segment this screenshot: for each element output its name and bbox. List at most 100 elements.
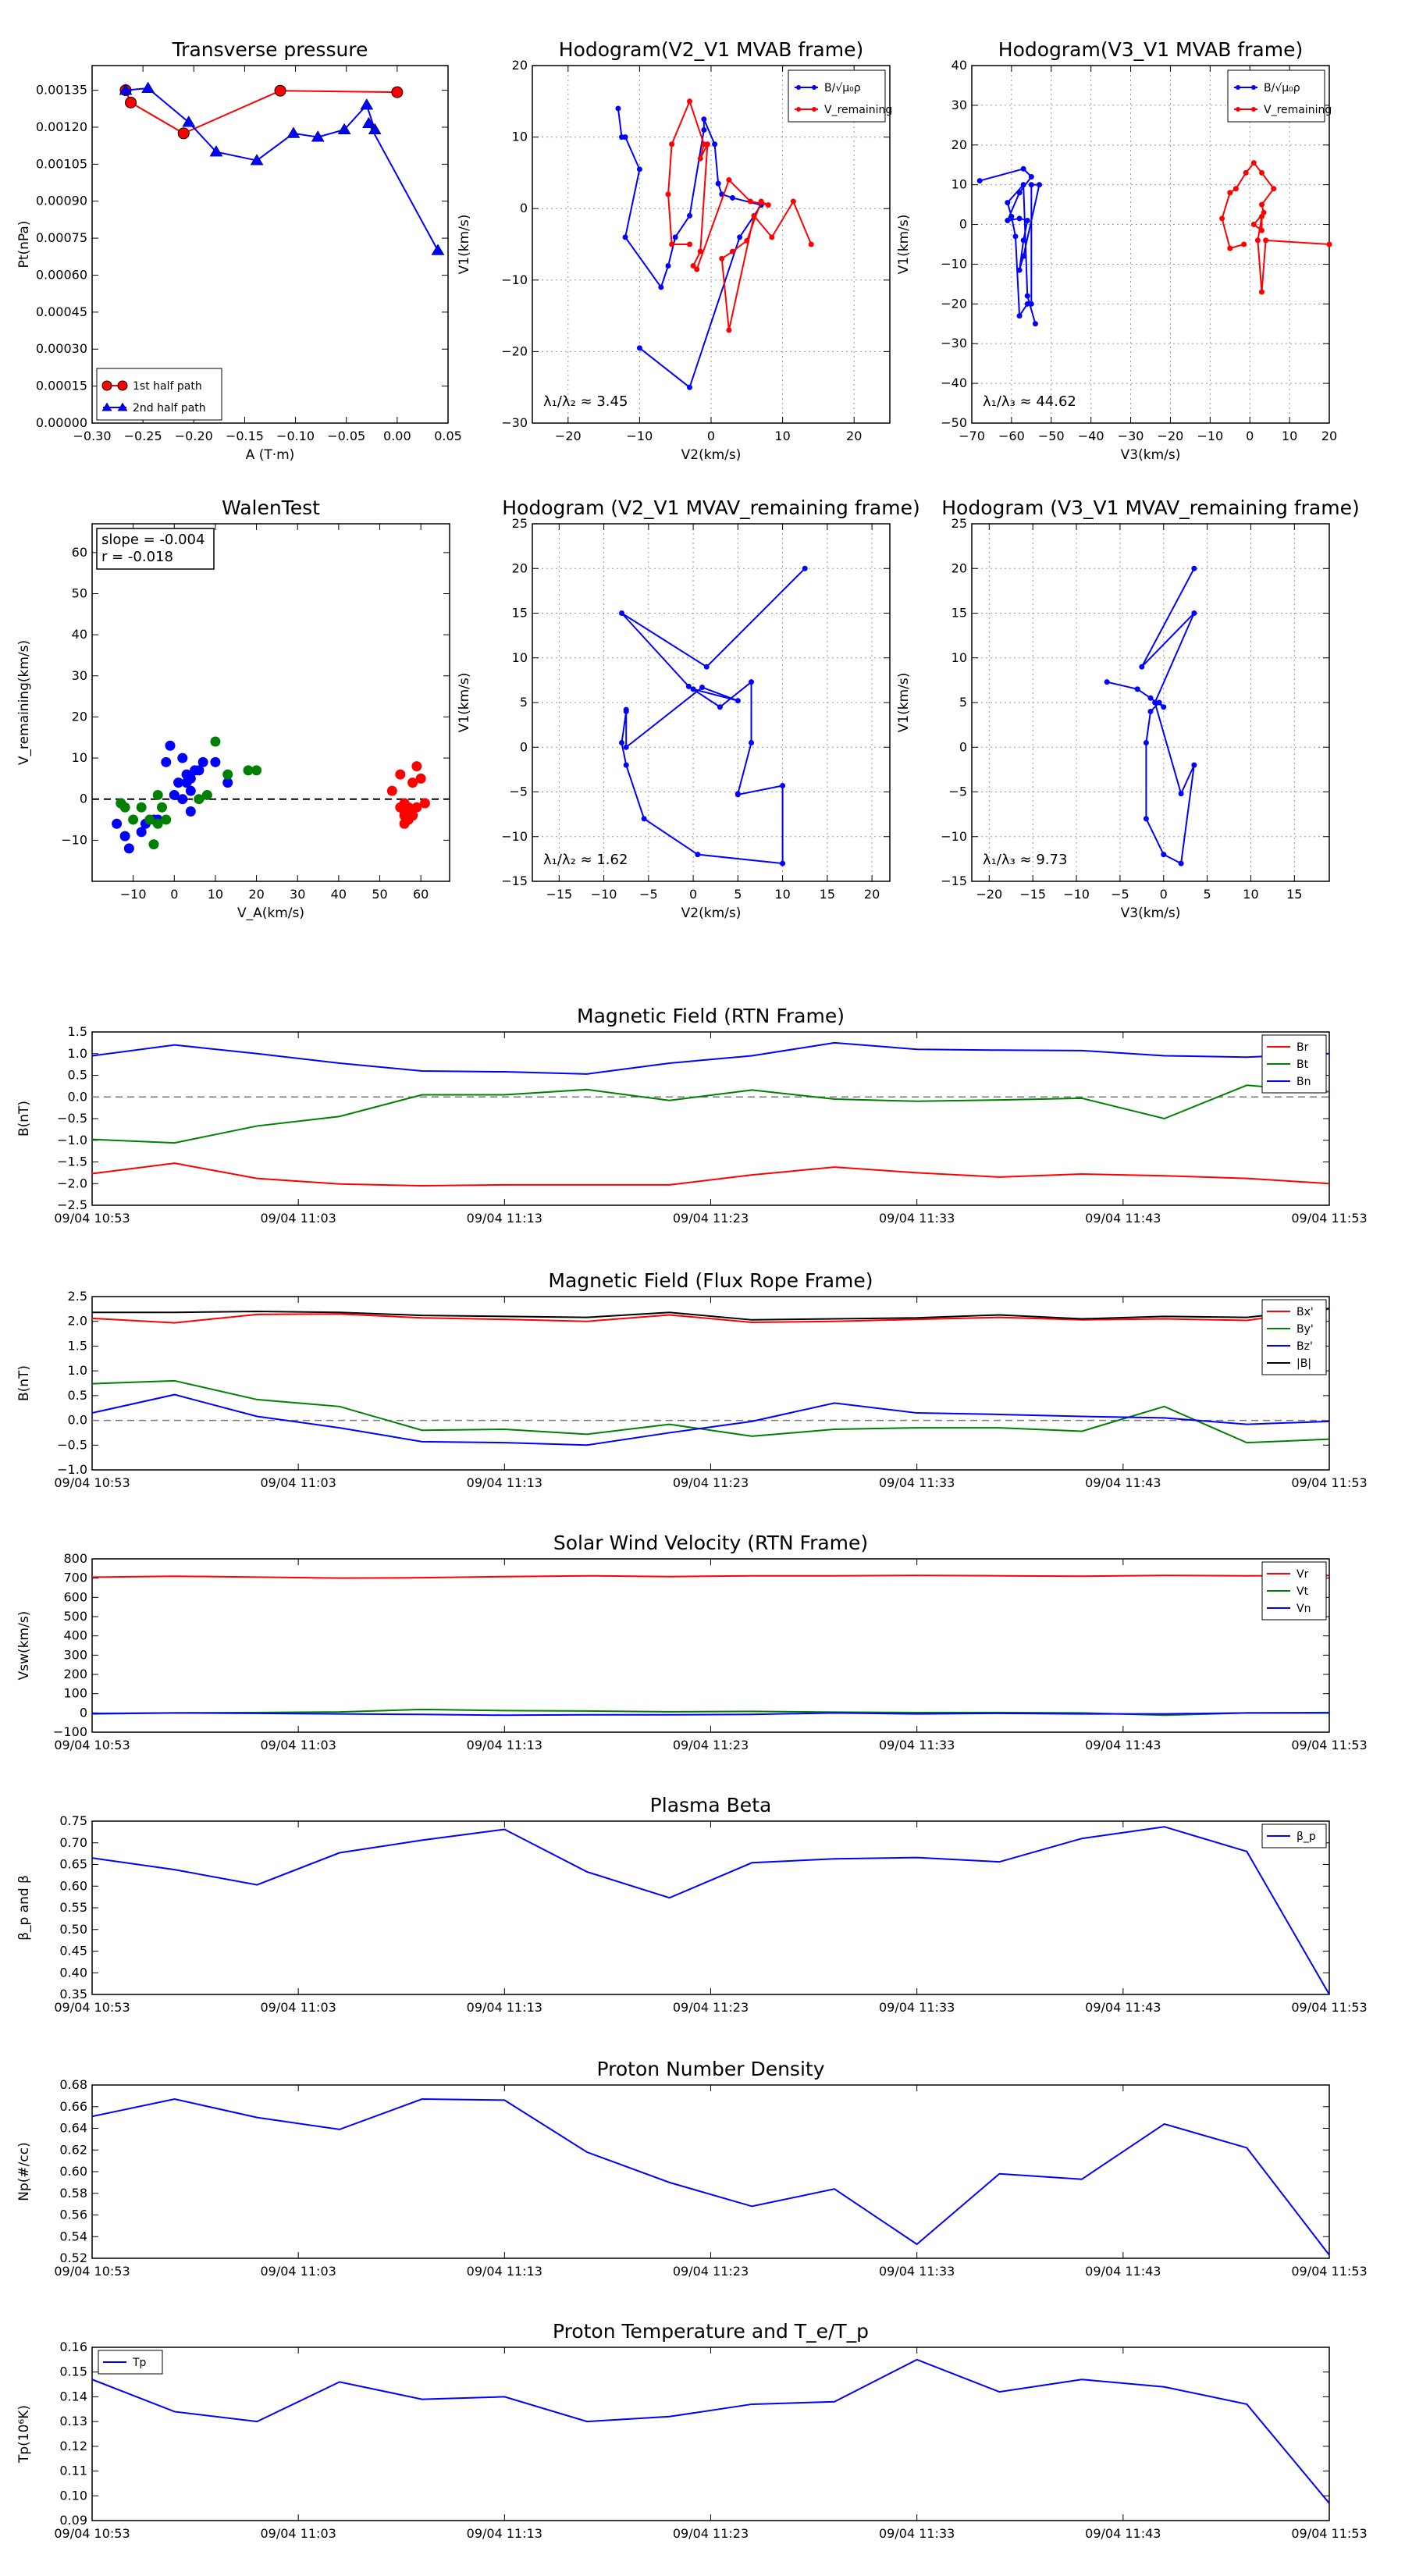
- data-point: [1178, 860, 1184, 866]
- y-tick-label: −5: [509, 785, 528, 799]
- data-point: [1236, 85, 1240, 90]
- y-tick-label: 0.60: [59, 2164, 87, 2179]
- x-tick-label: 09/04 11:33: [879, 2526, 955, 2541]
- y-tick-label: 60: [72, 545, 87, 560]
- y-axis-label: Np(#/cc): [16, 2142, 32, 2201]
- chart-hodo_v3v1_mvav: −15 −10 −5 0 5 10 15 20 25 −20 −15 −10 −5 0 5 10 15 Hodog…: [896, 496, 1360, 921]
- data-point: [101, 380, 112, 391]
- series-line-vn: [91, 1712, 1329, 1717]
- plot-frame: [91, 2084, 1330, 2259]
- y-tick-label: 0.35: [59, 1987, 87, 2001]
- data-point: [1258, 201, 1264, 208]
- data-point: [1016, 267, 1023, 273]
- data-point: [622, 234, 628, 240]
- legend-label: Bt: [1297, 1059, 1309, 1071]
- data-point: [395, 802, 406, 813]
- y-tick-label: 10: [512, 130, 528, 144]
- x-tick-label: 5: [1204, 887, 1211, 902]
- y-tick-label: 0.16: [59, 2339, 87, 2354]
- x-tick-label: 09/04 10:53: [54, 1211, 130, 1226]
- data-point: [1024, 293, 1030, 299]
- x-tick-label: 09/04 11:13: [467, 2000, 542, 2015]
- chart-title: Hodogram (V2_V1 MVAV_remaining frame): [502, 496, 920, 519]
- legend-box: [96, 368, 222, 421]
- y-tick-label: −2.5: [57, 1197, 87, 1212]
- y-axis-label: V1(km/s): [457, 215, 472, 275]
- y-tick-label: −0.5: [57, 1111, 87, 1126]
- series-line-by-: [91, 1379, 1330, 1444]
- y-tick-label: −0.5: [57, 1437, 87, 1452]
- data-point: [403, 810, 414, 821]
- data-point: [802, 565, 808, 571]
- data-point: [1005, 217, 1011, 223]
- data-point: [769, 234, 775, 240]
- chart-title: Hodogram(V2_V1 MVAB frame): [559, 38, 863, 61]
- y-tick-label: 15: [512, 606, 528, 621]
- x-tick-label: 09/04 11:43: [1085, 1475, 1161, 1490]
- y-tick-label: −10: [941, 256, 967, 271]
- y-tick-label: 0: [520, 201, 528, 215]
- chart-bfield_rtn: −2.5 −2.0 −1.5 −1.0 −0.5 0.0 0.5 1.0 1.5 09/04 10…: [16, 1005, 1368, 1226]
- y-tick-label: 20: [951, 560, 967, 575]
- series-line-1st-half-path: [125, 90, 397, 134]
- data-point: [1243, 169, 1249, 176]
- y-tick-label: 0.15: [59, 2364, 87, 2379]
- data-point: [623, 762, 629, 768]
- data-point: [735, 698, 741, 704]
- data-point: [695, 852, 701, 858]
- data-point: [1191, 610, 1197, 616]
- data-point: [1191, 565, 1197, 571]
- x-tick-label: −10: [120, 887, 147, 902]
- data-point: [1152, 699, 1158, 706]
- legend-label: Tp: [132, 2357, 147, 2369]
- x-tick-label: −10: [1063, 887, 1090, 902]
- plot-frame: [91, 1296, 1330, 1471]
- ratio-annotation: λ₁/λ₂ ≈ 3.45: [543, 393, 628, 410]
- legend-label: Vt: [1297, 1585, 1309, 1598]
- data-point: [1139, 664, 1145, 670]
- chart-vsw: −100 0 100 200 300 400 500 600 700 800 09/04 10:53…: [16, 1532, 1368, 1752]
- data-point: [431, 244, 445, 255]
- y-tick-label: 0.00120: [36, 119, 87, 134]
- data-point: [360, 98, 374, 110]
- data-point: [185, 785, 196, 796]
- data-point: [1227, 190, 1233, 196]
- x-tick-label: 0: [170, 887, 178, 902]
- data-point: [687, 384, 693, 390]
- data-point: [694, 266, 700, 272]
- y-tick-label: 0.64: [59, 2121, 87, 2136]
- data-point: [169, 789, 180, 800]
- data-point: [250, 154, 264, 165]
- chart-title: Proton Temperature and T_e/T_p: [553, 2320, 869, 2343]
- x-tick-label: 15: [820, 887, 835, 902]
- data-point: [636, 345, 642, 351]
- x-tick-label: 09/04 11:53: [1291, 1475, 1367, 1490]
- chart-transverse: 0.000000.000150.000300.000450.000600.000…: [16, 38, 462, 463]
- plot-frame: [91, 2347, 1330, 2521]
- data-point: [1028, 182, 1034, 188]
- y-tick-label: 100: [63, 1686, 87, 1701]
- y-tick-label: 800: [63, 1551, 87, 1566]
- data-point: [361, 116, 375, 129]
- data-point: [201, 789, 212, 800]
- x-tick-label: 15: [1286, 887, 1302, 902]
- x-tick-label: −0.20: [175, 429, 213, 443]
- x-tick-label: 0.05: [434, 429, 462, 443]
- data-point: [641, 816, 647, 822]
- data-point: [136, 802, 147, 813]
- y-tick-label: 0.54: [59, 2229, 87, 2243]
- x-tick-label: 09/04 10:53: [54, 2264, 130, 2279]
- data-point: [311, 130, 325, 142]
- y-tick-label: −1.5: [57, 1155, 87, 1169]
- series-line-bn: [91, 1041, 1330, 1075]
- data-point: [758, 198, 764, 205]
- y-tick-label: 15: [951, 606, 967, 621]
- data-point: [749, 679, 755, 685]
- y-axis-label: B(nT): [16, 1365, 32, 1401]
- x-tick-label: 09/04 11:13: [467, 1738, 542, 1752]
- plot-frame: [532, 523, 891, 882]
- x-tick-label: 09/04 11:33: [879, 2264, 955, 2279]
- legend-label: 2nd half path: [133, 402, 206, 415]
- y-axis-label: V1(km/s): [896, 673, 912, 733]
- data-point: [194, 765, 205, 776]
